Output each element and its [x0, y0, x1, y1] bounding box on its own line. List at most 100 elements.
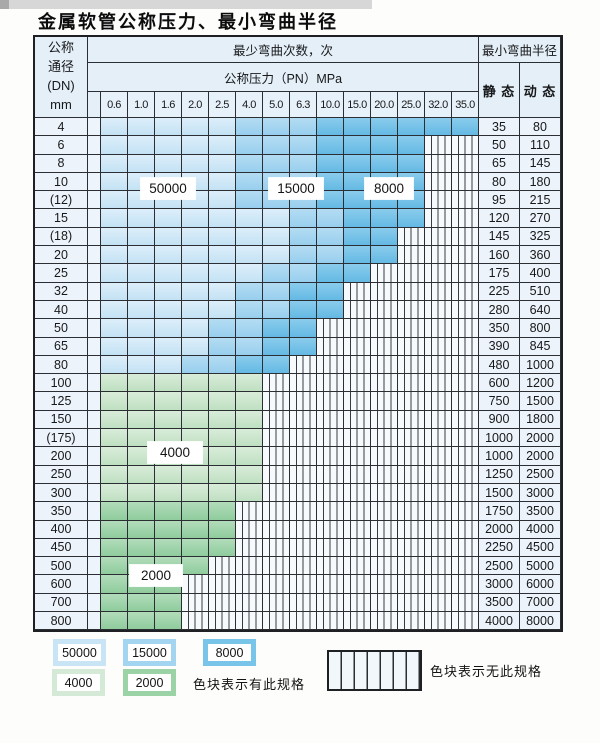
- spec-cell: [263, 557, 290, 576]
- static-value: 750: [479, 392, 520, 411]
- dynamic-value: 7000: [520, 593, 561, 613]
- static-value: 2500: [479, 557, 520, 576]
- spec-cell: [182, 520, 209, 539]
- spec-cell: [317, 557, 344, 576]
- spec-cell: [155, 355, 182, 375]
- spacer-cell: [88, 337, 101, 356]
- spec-cell: [182, 465, 209, 484]
- spec-cell: [155, 483, 182, 503]
- spec-cell: [101, 410, 128, 430]
- spec-cell: [344, 282, 371, 301]
- spec-cell: [344, 575, 371, 594]
- spec-cell: [128, 538, 155, 558]
- spec-cell: [155, 264, 182, 283]
- spec-cell: [263, 118, 290, 137]
- spacer-cell: [88, 429, 101, 448]
- spec-cell: [209, 136, 236, 155]
- spec-cell: [425, 429, 452, 448]
- spec-cell: [101, 392, 128, 411]
- spec-cell: [425, 300, 452, 320]
- spec-cell: [425, 136, 452, 155]
- spec-cell: [371, 575, 398, 594]
- dn-value: 300: [35, 483, 88, 503]
- spec-cell: [344, 136, 371, 155]
- spec-cell: [101, 136, 128, 155]
- pressure-header: 0.6: [101, 92, 128, 118]
- spec-cell: [398, 337, 425, 356]
- spec-cell: [155, 282, 182, 301]
- spec-cell: [263, 374, 290, 393]
- spec-cell: [398, 355, 425, 375]
- dn-value: 450: [35, 538, 88, 558]
- spec-cell: [398, 264, 425, 283]
- spec-cell: [236, 520, 263, 539]
- dn-value: 200: [35, 447, 88, 466]
- spec-cell: [290, 246, 317, 265]
- spec-cell: [452, 410, 479, 430]
- spec-cell: [263, 538, 290, 558]
- spec-cell: [263, 392, 290, 411]
- spec-cell: [290, 447, 317, 466]
- spec-cell: [263, 520, 290, 539]
- dynamic-value: 5000: [520, 557, 561, 576]
- spacer-cell: [88, 209, 101, 228]
- spec-cell: [371, 300, 398, 320]
- spec-cell: [155, 465, 182, 484]
- static-value: 145: [479, 227, 520, 247]
- spec-cell: [290, 264, 317, 283]
- pressure-header: 2.5: [209, 92, 236, 118]
- spec-cell: [425, 520, 452, 539]
- dynamic-value: 270: [520, 209, 561, 228]
- spec-cell: [182, 557, 209, 576]
- spec-cell: [236, 246, 263, 265]
- dynamic-value: 3500: [520, 502, 561, 521]
- spec-cell: [101, 118, 128, 137]
- dynamic-value: 2500: [520, 465, 561, 484]
- static-value: 900: [479, 410, 520, 430]
- spec-cell: [398, 374, 425, 393]
- spec-cell: [290, 227, 317, 247]
- spec-cell: [344, 410, 371, 430]
- spec-cell: [236, 593, 263, 613]
- spec-cell: [101, 172, 128, 192]
- spec-cell: [371, 612, 398, 631]
- spec-cell: [425, 154, 452, 173]
- spec-cell: [128, 209, 155, 228]
- dn-value: (18): [35, 227, 88, 247]
- spec-cell: [398, 538, 425, 558]
- spec-cell: [371, 483, 398, 503]
- dn-value: 65: [35, 337, 88, 356]
- spec-cell: [155, 136, 182, 155]
- spec-cell: [263, 575, 290, 594]
- dynamic-value: 1000: [520, 355, 561, 375]
- spec-cell: [290, 392, 317, 411]
- spec-cell: [371, 374, 398, 393]
- spec-cell: [344, 355, 371, 375]
- spec-cell: [290, 355, 317, 375]
- spec-cell: [101, 612, 128, 631]
- spec-cell: [209, 612, 236, 631]
- spec-cell: [425, 575, 452, 594]
- spec-cell: [452, 136, 479, 155]
- spec-cell: [371, 246, 398, 265]
- spec-cell: [101, 447, 128, 466]
- legend-block-2000: 2000: [123, 669, 176, 696]
- dn-value: 250: [35, 465, 88, 484]
- spec-cell: [452, 520, 479, 539]
- spec-cell: [101, 227, 128, 247]
- spec-cell: [452, 209, 479, 228]
- dynamic-value: 180: [520, 172, 561, 192]
- spec-cell: [236, 300, 263, 320]
- spec-cell: [452, 538, 479, 558]
- static-value: 2250: [479, 538, 520, 558]
- spec-cell: [344, 191, 371, 210]
- dynamic-value: 640: [520, 300, 561, 320]
- dn-value: 600: [35, 575, 88, 594]
- dynamic-value: 800: [520, 319, 561, 338]
- dn-value: 500: [35, 557, 88, 576]
- spec-cell: [155, 227, 182, 247]
- spec-cell: [236, 264, 263, 283]
- spec-cell: [317, 429, 344, 448]
- spec-cell: [155, 319, 182, 338]
- spec-cell: [371, 355, 398, 375]
